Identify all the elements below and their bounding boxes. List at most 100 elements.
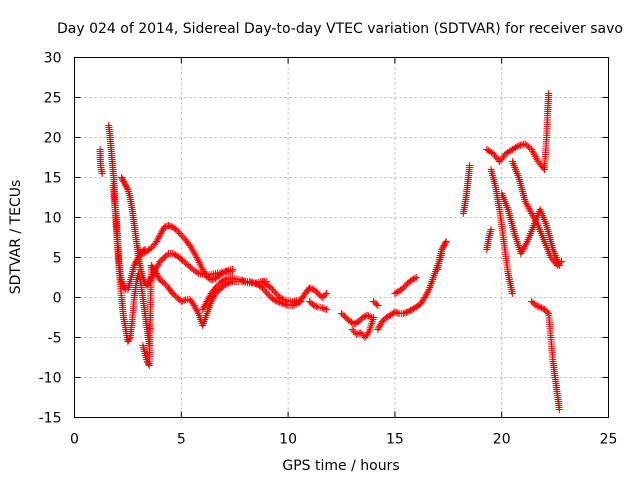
data-point-arc-m [374, 302, 382, 309]
data-point-arc-e [187, 243, 195, 251]
data-point-arc-g [246, 278, 254, 285]
data-point-arc-f [145, 360, 153, 368]
data-point-arc-g [261, 287, 269, 295]
data-point-arc-u [529, 211, 537, 219]
data-point-arc-e [200, 267, 208, 275]
x-tick-label: 5 [177, 432, 186, 448]
data-point-arc-l [404, 308, 412, 316]
data-point-arc-n [392, 289, 400, 297]
y-tick-label: 10 [44, 211, 62, 227]
data-point-arc-t [517, 250, 525, 257]
data-point-arc-s [508, 290, 516, 297]
data-point-arc-e [221, 267, 229, 275]
data-point-arc-w [545, 90, 553, 97]
data-point-arc-u [521, 198, 529, 205]
y-axis-label: SDTVAR / TECUs [8, 180, 24, 295]
data-point-arc-f [194, 308, 202, 316]
data-point-arc-g [281, 300, 289, 308]
data-point-arc-e [201, 269, 209, 277]
data-point-arc-f [154, 273, 162, 281]
data-point-arc-f [190, 302, 198, 309]
data-point-arc-l [408, 306, 416, 313]
data-point-arc-d [163, 251, 171, 259]
data-point-arc-j [350, 320, 358, 328]
data-point-arc-n [399, 284, 407, 292]
data-point-arc-l [374, 326, 382, 333]
data-point-arc-e [174, 228, 182, 236]
data-point-arc-e [199, 266, 207, 273]
data-point-arc-k [364, 329, 372, 337]
data-point-arc-f [180, 296, 188, 304]
data-point-arc-e [176, 230, 184, 237]
data-point-arc-g [201, 301, 209, 309]
data-point-arc-j [352, 319, 360, 327]
data-point-arc-l [399, 310, 407, 317]
data-point-arc-l [423, 289, 431, 297]
data-point-arc-l [391, 308, 399, 316]
y-tick-label: -5 [48, 331, 62, 347]
data-point-arc-e [158, 228, 166, 236]
data-point-arc-e [154, 234, 162, 242]
data-point-arc-l [424, 287, 432, 295]
data-point-arc-l [375, 324, 383, 332]
data-point-arc-h [270, 287, 278, 295]
data-point-arc-l [382, 314, 390, 321]
data-point-arc-n [391, 290, 399, 297]
data-point-arc-d [153, 262, 161, 270]
data-point-arc-i [320, 304, 328, 312]
data-point-arc-u [532, 218, 540, 226]
data-point-arc-g [237, 276, 245, 284]
data-point-arc-u [558, 258, 566, 265]
data-point-arc-k [370, 314, 378, 321]
data-point-arc-f [160, 279, 168, 287]
data-point-arc-e [196, 260, 204, 268]
data-point-arc-v [532, 302, 540, 309]
data-point-arc-g [291, 300, 299, 308]
data-point-arc-v [543, 308, 551, 316]
data-point-arc-b [121, 284, 129, 292]
data-point-arc-e [186, 242, 194, 249]
data-point-arc-l [401, 309, 409, 317]
data-point-arc-r [529, 149, 537, 157]
data-point-arc-d [154, 261, 162, 269]
data-point-arc-k [348, 326, 356, 333]
chart-title: Day 024 of 2014, Sidereal Day-to-day VTE… [57, 21, 623, 37]
data-point-arc-e [192, 252, 200, 260]
data-point-arc-g [204, 296, 212, 304]
data-point-arc-g [251, 280, 259, 288]
data-point-arc-g [247, 278, 255, 286]
data-point-arc-e [167, 223, 175, 231]
x-tick-label: 20 [493, 432, 511, 448]
data-point-arc-e [220, 268, 228, 276]
data-point-arc-e [229, 266, 237, 273]
y-tick-label: -15 [39, 411, 62, 427]
data-point-arc-e [219, 269, 227, 277]
data-point-arc-f [153, 271, 161, 279]
data-point-arc-u [524, 203, 532, 211]
data-point-arc-g [274, 298, 282, 306]
data-point-arc-e [209, 275, 217, 283]
data-point-arc-g [253, 280, 261, 288]
data-point-arc-e [177, 231, 185, 239]
x-axis-label: GPS time / hours [282, 458, 399, 474]
data-point-arc-h [321, 291, 329, 299]
data-point-arc-p [466, 162, 474, 169]
data-point-arc-e [210, 275, 218, 283]
data-point-arc-e [190, 249, 198, 257]
y-tick-label: 15 [44, 171, 62, 187]
data-point-arc-l [421, 294, 429, 301]
data-point-arc-u [526, 206, 534, 214]
data-point-arc-g [200, 302, 208, 310]
data-point-arc-h [268, 286, 276, 293]
data-point-arc-r [531, 152, 539, 160]
data-point-arc-g [205, 294, 213, 302]
data-point-arc-o [441, 239, 449, 247]
data-point-arc-e [193, 254, 201, 261]
data-point-arc-e [164, 222, 172, 229]
data-point-arc-g [220, 276, 228, 284]
data-point-arc-l [392, 308, 400, 316]
data-point-arc-g [199, 306, 207, 313]
data-point-arc-f [162, 281, 170, 289]
data-point-arc-i [310, 302, 318, 309]
